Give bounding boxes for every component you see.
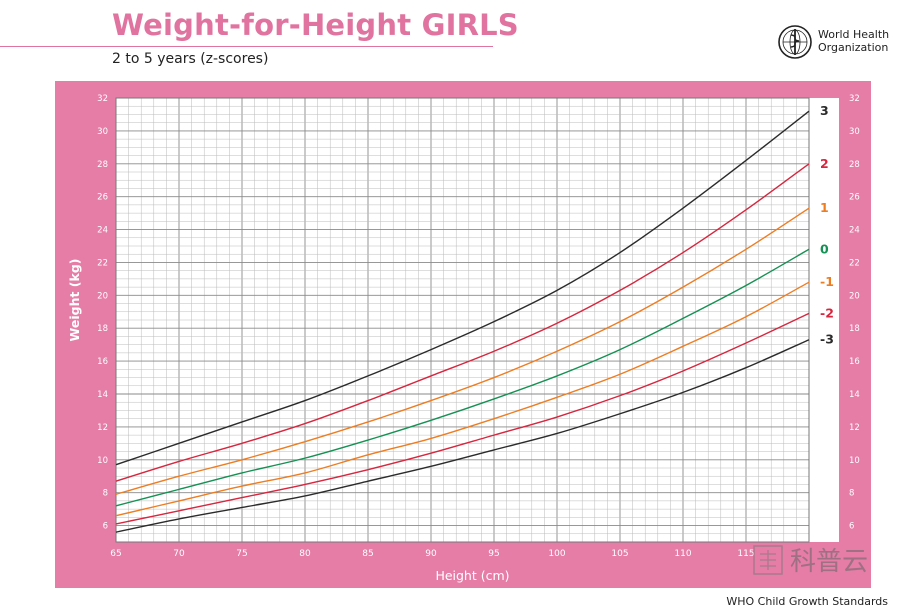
y-tick-label-left: 32 — [97, 94, 108, 104]
chart-panel: 6 6 8 8 10 10 12 12 14 14 16 16 18 18 20 20 22 22 24 24 26 26… — [55, 81, 871, 588]
y-tick-label-left: 22 — [97, 258, 108, 268]
x-tick-label: 95 — [488, 549, 499, 559]
who-emblem-icon — [778, 25, 812, 59]
series-label-z2: 2 — [820, 156, 829, 171]
y-tick-label-right: 14 — [849, 390, 860, 400]
y-tick-label-right: 10 — [849, 456, 860, 466]
y-tick-label-right: 32 — [849, 94, 860, 104]
y-tick-label-left: 26 — [97, 193, 108, 203]
footer-credit: WHO Child Growth Standards — [726, 595, 888, 608]
series-line-z-1 — [115, 281, 810, 517]
y-tick-label-left: 8 — [103, 489, 108, 499]
y-tick-label-left: 10 — [97, 456, 108, 466]
organization-name-line2: Organization — [818, 41, 889, 54]
y-tick-label-left: 14 — [97, 390, 108, 400]
x-tick-label: 75 — [236, 549, 247, 559]
x-tick-label: 85 — [362, 549, 373, 559]
y-tick-label-left: 16 — [97, 357, 108, 367]
organization-name: World Health Organization — [818, 28, 908, 54]
x-tick-label: 110 — [674, 549, 691, 559]
series-line-z3 — [115, 110, 810, 466]
y-tick-label-left: 28 — [97, 160, 108, 170]
y-tick-label-left: 20 — [97, 291, 108, 301]
x-tick-label: 70 — [173, 549, 185, 559]
y-tick-label-left: 12 — [97, 423, 108, 433]
x-tick-label: 80 — [299, 549, 311, 559]
series-label-z-3: -3 — [820, 332, 834, 347]
series-label-z0: 0 — [820, 241, 829, 256]
series-label-z1: 1 — [820, 200, 829, 215]
y-tick-label-right: 30 — [849, 127, 860, 137]
y-tick-label-right: 16 — [849, 357, 860, 367]
y-tick-label-left: 18 — [97, 324, 108, 334]
x-axis-label: Height (cm) — [435, 568, 509, 583]
y-tick-label-right: 8 — [849, 489, 854, 499]
series-line-z-3 — [115, 339, 810, 533]
series-label-z3: 3 — [820, 103, 829, 118]
x-tick-label: 90 — [425, 549, 437, 559]
series-line-z-2 — [115, 312, 810, 525]
y-tick-label-right: 6 — [849, 522, 854, 532]
series-line-z1 — [115, 207, 810, 495]
x-tick-label: 105 — [611, 549, 628, 559]
series-line-z2 — [115, 163, 810, 482]
y-tick-label-left: 30 — [97, 127, 108, 137]
y-tick-label-right: 12 — [849, 423, 860, 433]
y-tick-label-left: 24 — [97, 226, 108, 236]
x-tick-label: 100 — [548, 549, 565, 559]
y-tick-label-right: 18 — [849, 324, 860, 334]
series-label-z-2: -2 — [820, 305, 834, 320]
page-title: Weight-for-Height GIRLS — [112, 8, 519, 42]
organization-name-line1: World Health — [818, 28, 890, 41]
series-label-z-1: -1 — [820, 274, 834, 289]
y-tick-label-right: 20 — [849, 291, 860, 301]
watermark-text: 科普云 — [790, 547, 868, 577]
y-tick-label-right: 24 — [849, 226, 860, 236]
y-tick-label-right: 28 — [849, 160, 860, 170]
plot-border — [115, 97, 810, 543]
y-tick-label-left: 6 — [103, 522, 108, 532]
y-tick-label-right: 26 — [849, 193, 860, 203]
series-line-z0 — [115, 248, 810, 507]
page-subtitle: 2 to 5 years (z-scores) — [112, 51, 269, 67]
organization-brand: World Health Organization — [777, 24, 907, 60]
watermark-seal-icon: 科普云 — [753, 545, 868, 577]
x-tick-label: 65 — [110, 549, 121, 559]
y-tick-label-right: 22 — [849, 258, 860, 268]
x-tick-label: 115 — [737, 549, 754, 559]
y-axis-label: Weight (kg) — [67, 259, 82, 342]
title-divider — [0, 46, 493, 47]
